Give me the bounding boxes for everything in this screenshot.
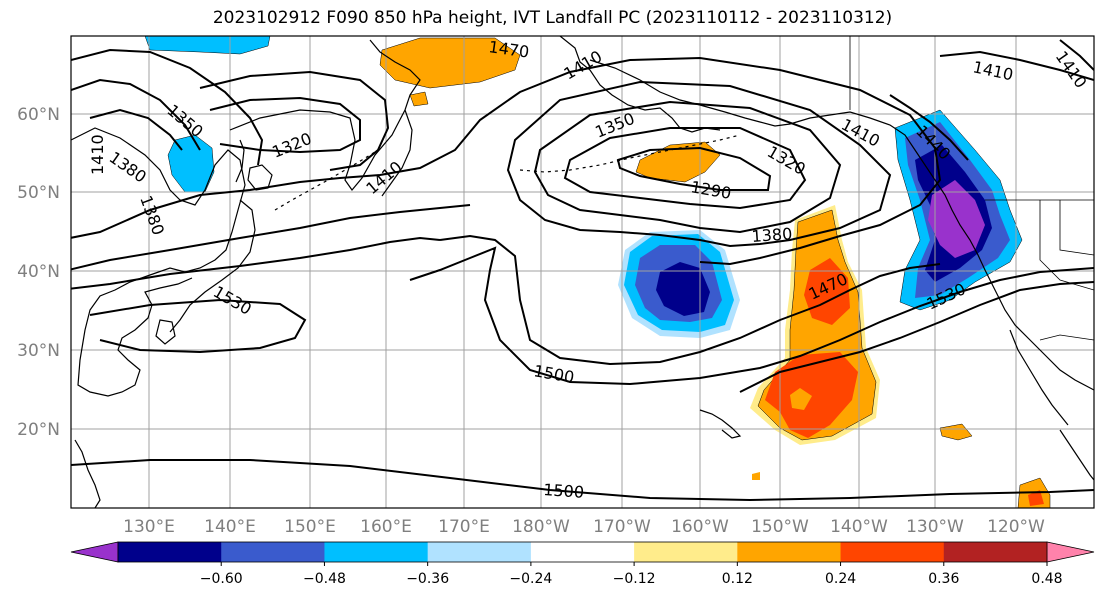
lon-label: 150°W <box>751 517 809 537</box>
ivt-blob-siberia-small <box>409 91 429 107</box>
political-borders <box>849 36 1094 341</box>
ivt-blob-se-red <box>1028 490 1044 506</box>
lon-label: 160°E <box>360 517 412 537</box>
lat-label: 20°N <box>17 420 60 440</box>
contour-1410-main <box>71 56 942 266</box>
contour-1410-nw <box>71 48 264 166</box>
ivt-blob-hawaii-orange <box>939 423 973 441</box>
colorbar-frame <box>117 541 1048 563</box>
colorbar-tick-label: 0.12 <box>722 571 753 587</box>
latitude-labels: 60°N 50°N 40°N 30°N 20°N <box>17 105 60 440</box>
ivt-ar-red-south <box>765 352 858 438</box>
coast-japan-honshu <box>169 199 256 333</box>
ivt-blob-central-navy <box>656 262 710 316</box>
coast-alaska <box>589 59 936 181</box>
contour-1500-main <box>89 298 307 354</box>
lat-label: 50°N <box>17 183 60 203</box>
colorbar-tick-label: 0.48 <box>1031 571 1062 587</box>
ivt-ar-red-north <box>804 258 850 325</box>
colorbar-extension-min <box>70 541 119 563</box>
contour-1350-east <box>533 100 842 234</box>
contour-1410-ne <box>939 50 1094 81</box>
contour-1470-main <box>71 236 441 290</box>
map-title: 2023102912 F090 850 hPa height, IVT Land… <box>212 8 893 28</box>
coast-philippines <box>74 439 101 508</box>
contour-1530-east <box>739 281 1094 393</box>
colorbar-segment <box>118 542 222 562</box>
coast-hawaii <box>699 409 742 439</box>
coast-northamerica <box>934 179 1094 391</box>
graticule <box>71 36 1094 508</box>
colorbar-segment <box>737 542 842 562</box>
colorbar-segment <box>634 542 738 562</box>
lon-label: 140°E <box>204 517 256 537</box>
coast-baja <box>1009 329 1069 426</box>
contour-1380-east <box>506 80 892 248</box>
lon-label: 120°W <box>987 517 1045 537</box>
contour-1350-nw <box>89 108 183 151</box>
colorbar-tick-label: −0.24 <box>509 571 552 587</box>
coast-okhotsk <box>229 39 421 191</box>
coast-japan-kyushu <box>155 319 176 345</box>
contour-label: 1410 <box>88 134 107 175</box>
colorbar-extension-max <box>1046 541 1095 563</box>
contour-1440 <box>71 204 471 271</box>
contour-1320-east <box>563 127 807 210</box>
colorbar-segment <box>324 542 429 562</box>
colorbar-tick-label: 0.24 <box>825 571 856 587</box>
contour-1500-south <box>71 459 1094 502</box>
lat-label: 40°N <box>17 262 60 282</box>
coast-kamchatka <box>381 109 413 197</box>
contour-1290 <box>616 146 772 191</box>
contour-1500-east <box>409 246 1094 386</box>
lon-label: 160°W <box>671 517 729 537</box>
plot-frame <box>70 35 1095 509</box>
contour-1440-pnw <box>889 94 969 161</box>
ivt-ar-orange-core <box>790 388 812 410</box>
colorbar-segment <box>530 542 635 562</box>
lon-label: 180°W <box>512 517 570 537</box>
ivt-blob-aleutian-orange <box>635 141 721 183</box>
colorbar-segment <box>943 542 1048 562</box>
coast-kurils <box>274 149 379 211</box>
contour-1320-nw <box>209 96 361 154</box>
coast-asia <box>71 127 246 397</box>
lat-label: 30°N <box>17 341 60 361</box>
lat-label: 60°N <box>17 105 60 125</box>
coastlines <box>71 36 1094 508</box>
border-us-mexico <box>1039 334 1094 341</box>
lon-label: 140°W <box>830 517 888 537</box>
lon-label: 130°E <box>123 517 175 537</box>
contour-1350-mid <box>199 70 390 171</box>
colorbar-segment <box>221 542 325 562</box>
colorbar-segment <box>840 542 945 562</box>
colorbar-tick-label: −0.48 <box>303 571 346 587</box>
border-states-2 <box>1059 200 1094 256</box>
lon-label: 150°E <box>284 517 336 537</box>
border-states-1 <box>1039 200 1094 291</box>
coast-mexico <box>1059 429 1094 481</box>
lon-label: 130°W <box>906 517 964 537</box>
ivt-blob-north-blue <box>144 36 271 55</box>
colorbar-tick-label: −0.60 <box>200 571 243 587</box>
ivt-blob-tiny-orange <box>752 472 760 480</box>
lon-label: 170°E <box>438 517 490 537</box>
contour-label: 1380 <box>751 224 793 246</box>
longitude-labels: 130°E 140°E 150°E 160°E 170°E 180°W 170°… <box>123 517 1045 537</box>
colorbar: −0.60 −0.48 −0.36 −0.24 −0.12 0.12 0.24 0.36 0.4… <box>70 541 1095 587</box>
coast-japan-sakhalin <box>235 139 245 183</box>
contour-1380-ne <box>1059 39 1094 71</box>
colorbar-tick-label: −0.36 <box>406 571 449 587</box>
colorbar-tick-label: 0.36 <box>928 571 959 587</box>
colorbar-segment <box>427 542 532 562</box>
contour-1470-east <box>439 234 941 366</box>
contour-1380-nw <box>71 78 201 151</box>
contour-label: 1500 <box>543 480 585 502</box>
height-contours <box>71 39 1094 502</box>
colorbar-tick-label: −0.12 <box>613 571 656 587</box>
lon-label: 170°W <box>593 517 651 537</box>
